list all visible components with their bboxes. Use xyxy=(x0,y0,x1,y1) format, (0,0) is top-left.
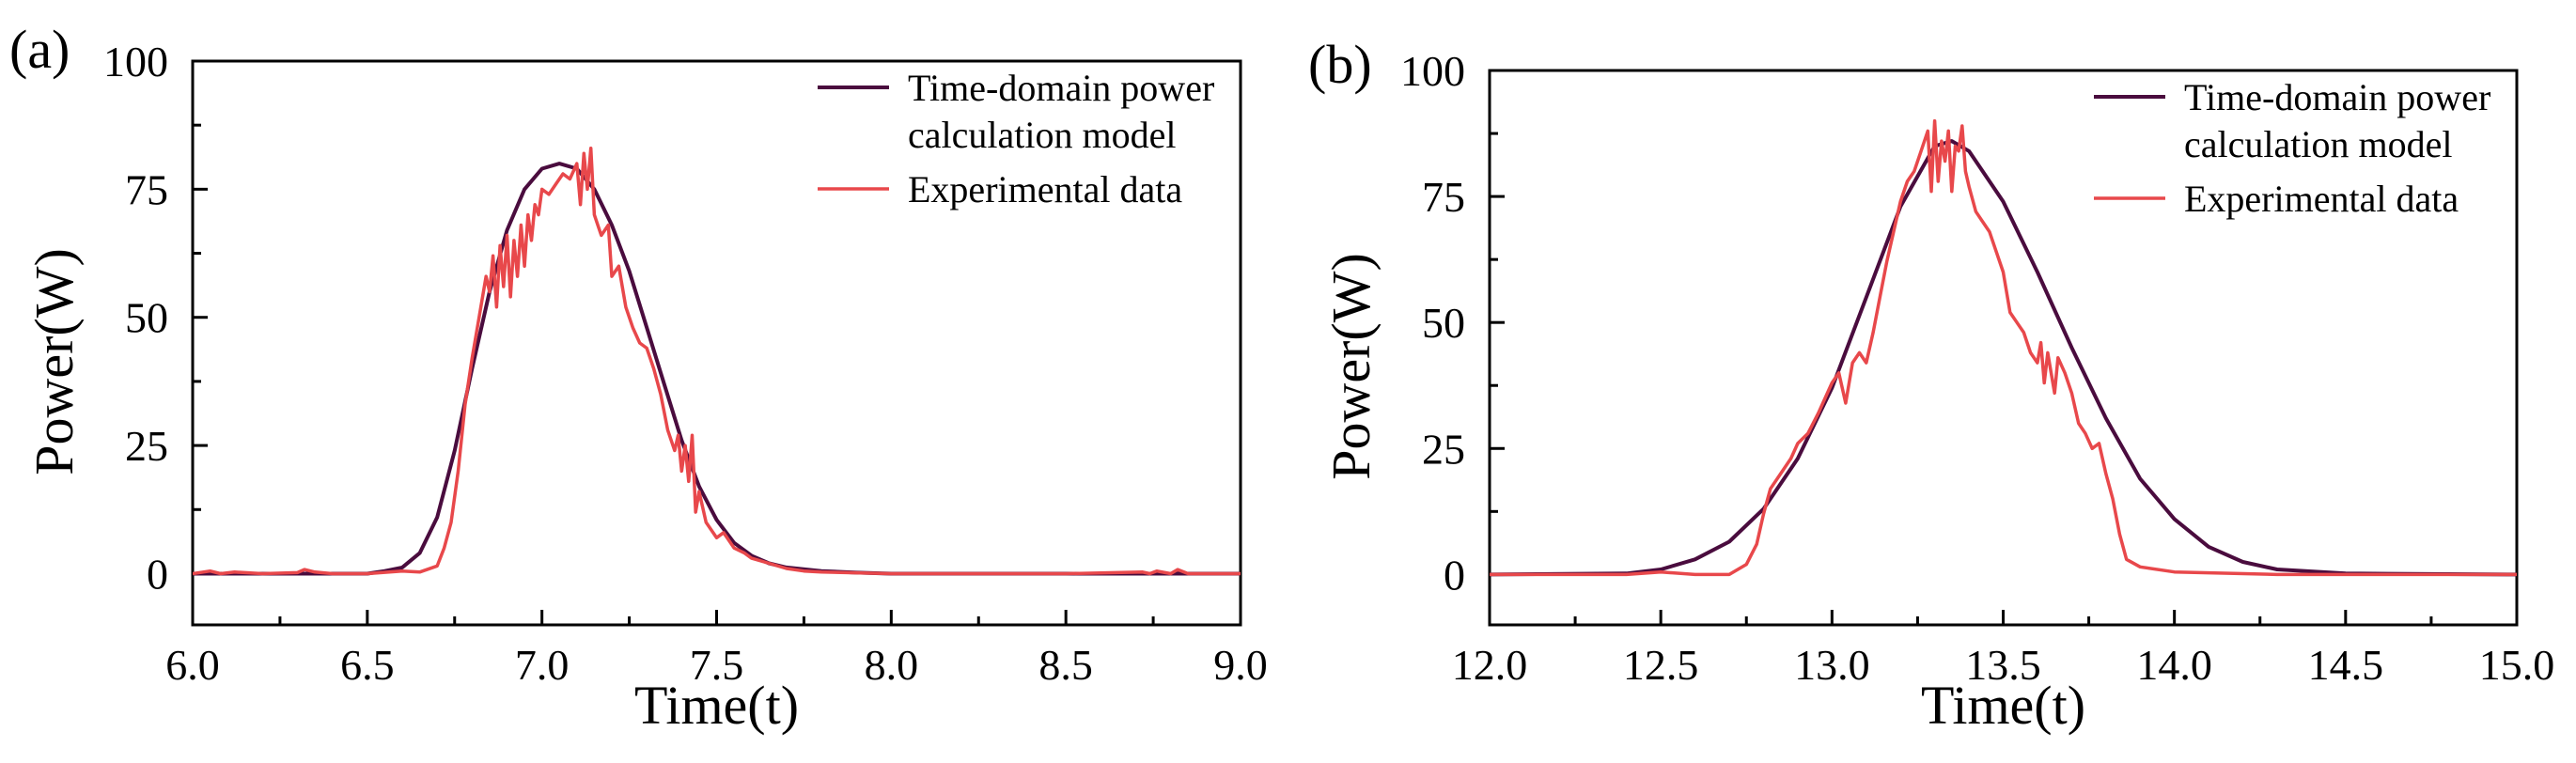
x-tick-label: 8.0 xyxy=(865,641,919,689)
y-axis-title: Power(W) xyxy=(23,248,85,475)
x-axis-title: Time(t) xyxy=(634,675,799,736)
x-tick-label: 12.5 xyxy=(1623,641,1699,689)
x-tick-label: 15.0 xyxy=(2479,641,2555,689)
legend-label: calculation model xyxy=(2184,123,2452,165)
x-tick-label: 13.0 xyxy=(1794,641,1870,689)
legend-label: Time-domain power xyxy=(908,67,1214,109)
legend-label: Time-domain power xyxy=(2184,76,2490,118)
panel-label: (a) xyxy=(9,19,70,80)
x-tick-label: 7.5 xyxy=(690,641,744,689)
y-tick-label: 0 xyxy=(147,550,168,598)
panel-label: (b) xyxy=(1308,34,1372,95)
y-tick-label: 100 xyxy=(1400,47,1465,95)
y-tick-label: 75 xyxy=(125,165,168,213)
model-line xyxy=(193,162,1241,576)
experimental-line xyxy=(193,146,1241,576)
panel-a: (a) 6.0 6.5 7.0 7.5 8.0 8.5 9.0 0 25 50 75 100 Time(t… xyxy=(9,19,1268,736)
x-tick-label: 13.5 xyxy=(1965,641,2041,689)
legend-label: Experimental data xyxy=(908,168,1182,210)
x-tick-label: 6.5 xyxy=(340,641,395,689)
y-tick-label: 50 xyxy=(125,294,168,342)
x-tick-label: 9.0 xyxy=(1213,641,1268,689)
y-tick-label: 100 xyxy=(103,38,168,86)
x-tick-label: 14.5 xyxy=(2308,641,2384,689)
legend-label: calculation model xyxy=(908,114,1176,156)
experimental-line xyxy=(1490,118,2517,577)
x-tick-label: 14.0 xyxy=(2136,641,2212,689)
x-tick-label: 7.0 xyxy=(515,641,570,689)
x-tick-label: 8.5 xyxy=(1038,641,1093,689)
panel-b: (b) 12.0 12.5 13.0 13.5 14.0 14.5 15.0 0 25 50 75 10… xyxy=(1308,34,2554,736)
y-tick-label: 50 xyxy=(1422,299,1465,347)
x-tick-label: 6.0 xyxy=(165,641,220,689)
y-axis-title: Power(W) xyxy=(1320,253,1382,480)
y-tick-label: 25 xyxy=(125,422,168,470)
x-tick-label: 12.0 xyxy=(1452,641,1528,689)
y-tick-label: 25 xyxy=(1422,425,1465,473)
y-tick-label: 75 xyxy=(1422,173,1465,221)
legend-label: Experimental data xyxy=(2184,178,2459,220)
x-axis-title: Time(t) xyxy=(1921,675,2085,736)
y-tick-label: 0 xyxy=(1444,551,1465,599)
